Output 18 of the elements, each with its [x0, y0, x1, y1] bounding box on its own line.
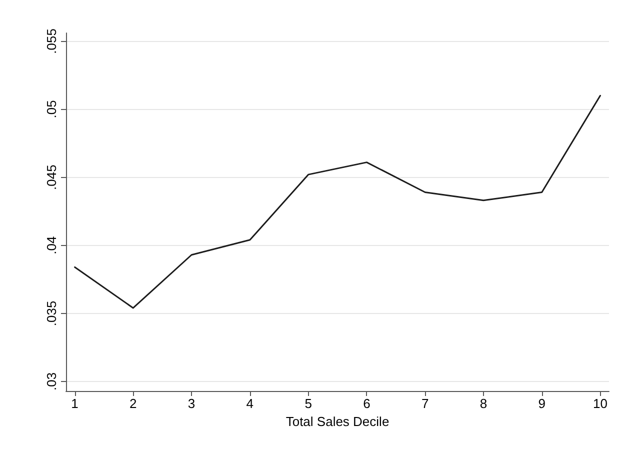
- y-tick-label: .045: [44, 164, 59, 190]
- x-tick-label: 3: [188, 396, 196, 411]
- x-tick-label: 7: [421, 396, 429, 411]
- x-tick-label: 9: [538, 396, 546, 411]
- x-tick-label: 5: [304, 396, 312, 411]
- x-tick-label: 8: [480, 396, 488, 411]
- y-tick-label: .05: [44, 100, 59, 118]
- line-series: [74, 94, 601, 309]
- y-tick-label: .04: [44, 236, 59, 254]
- y-tick-label: .035: [44, 300, 59, 326]
- x-tick-label: 4: [246, 396, 254, 411]
- x-axis-title: Total Sales Decile: [286, 414, 390, 429]
- x-tick-label: 10: [593, 396, 608, 411]
- y-tick-label: .055: [44, 28, 59, 54]
- x-tick-label: 2: [130, 396, 137, 411]
- x-tick-label: 1: [71, 396, 78, 411]
- y-tick-label: .03: [44, 372, 59, 391]
- x-tick-label: 6: [363, 396, 370, 411]
